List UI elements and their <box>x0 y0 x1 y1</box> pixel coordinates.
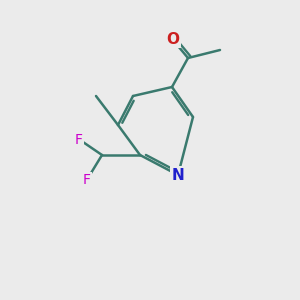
Text: O: O <box>167 32 179 46</box>
Text: F: F <box>75 133 83 147</box>
Text: N: N <box>172 167 184 182</box>
Text: F: F <box>83 173 91 187</box>
